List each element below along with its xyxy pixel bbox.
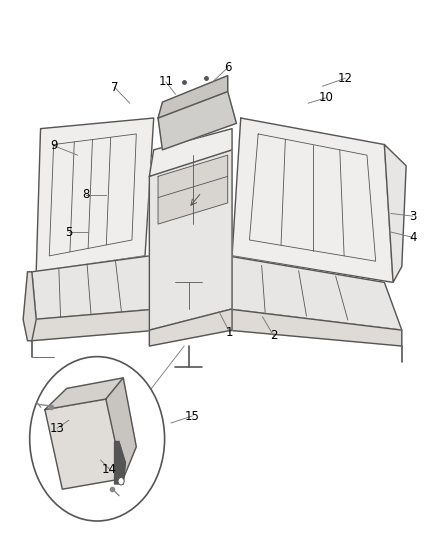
Polygon shape bbox=[385, 144, 406, 282]
Text: 13: 13 bbox=[49, 422, 64, 435]
Text: 9: 9 bbox=[50, 139, 57, 152]
Text: 12: 12 bbox=[338, 72, 353, 85]
Polygon shape bbox=[158, 92, 237, 150]
Polygon shape bbox=[45, 399, 123, 489]
Polygon shape bbox=[36, 118, 154, 272]
Polygon shape bbox=[32, 309, 158, 341]
Text: 10: 10 bbox=[318, 91, 333, 104]
Polygon shape bbox=[32, 256, 158, 319]
Polygon shape bbox=[232, 118, 393, 282]
Polygon shape bbox=[158, 155, 228, 224]
Text: 8: 8 bbox=[83, 189, 90, 201]
Polygon shape bbox=[149, 128, 232, 176]
Text: 5: 5 bbox=[65, 225, 73, 239]
Polygon shape bbox=[115, 441, 125, 484]
Polygon shape bbox=[45, 378, 123, 410]
Circle shape bbox=[118, 478, 124, 485]
Text: 14: 14 bbox=[102, 463, 117, 475]
Polygon shape bbox=[23, 272, 36, 341]
Text: 7: 7 bbox=[111, 81, 118, 94]
Polygon shape bbox=[228, 256, 402, 330]
Text: 4: 4 bbox=[409, 231, 417, 244]
Polygon shape bbox=[149, 309, 232, 346]
Polygon shape bbox=[228, 309, 402, 346]
Text: 15: 15 bbox=[184, 409, 199, 423]
Text: 2: 2 bbox=[270, 329, 277, 342]
Text: 11: 11 bbox=[159, 76, 173, 88]
Polygon shape bbox=[158, 76, 228, 118]
Text: 6: 6 bbox=[224, 61, 231, 74]
Polygon shape bbox=[106, 378, 136, 479]
Text: 1: 1 bbox=[226, 326, 233, 340]
Text: 3: 3 bbox=[409, 209, 417, 223]
Polygon shape bbox=[149, 150, 232, 330]
Circle shape bbox=[30, 357, 165, 521]
